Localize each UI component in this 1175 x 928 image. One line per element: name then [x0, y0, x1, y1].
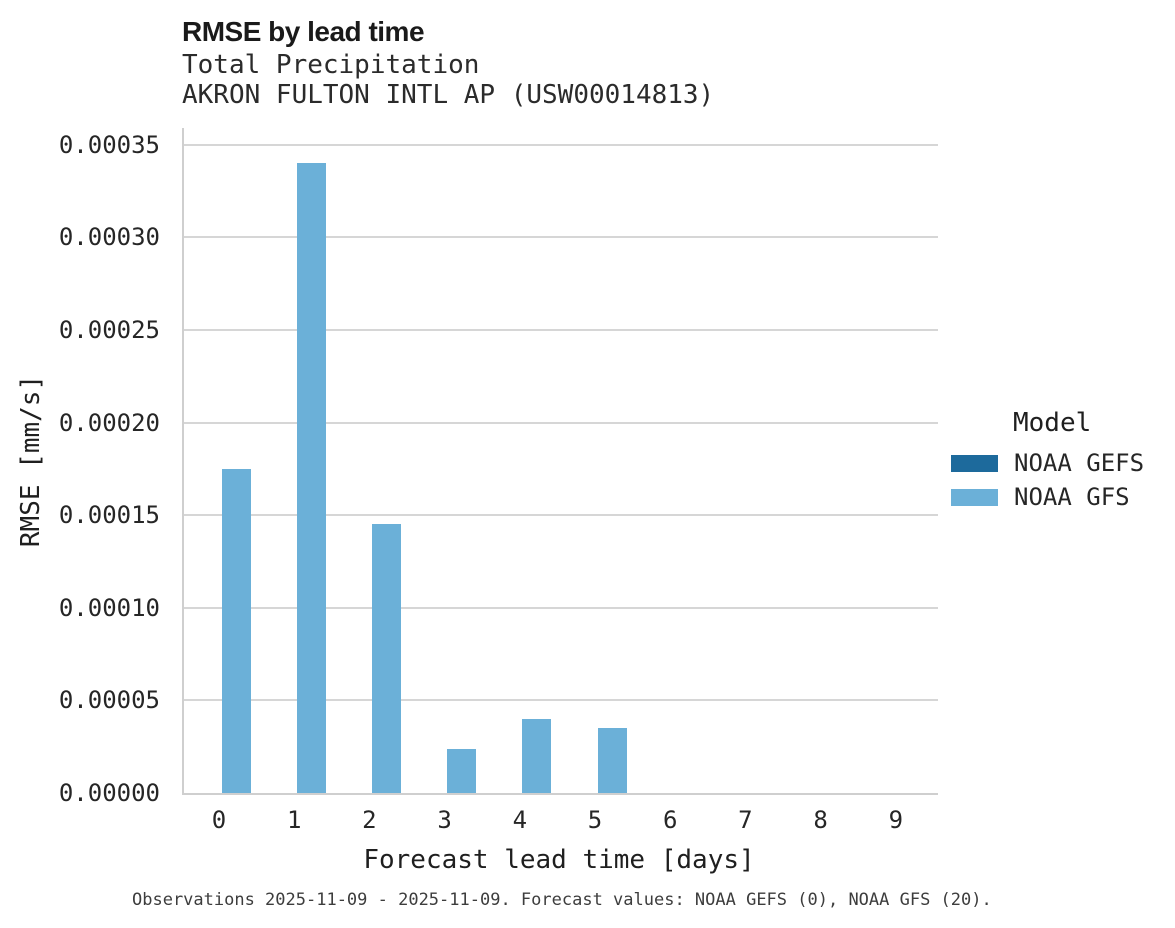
legend-entry-noaa-gefs: NOAA GEFS	[951, 450, 1173, 476]
legend: Model NOAA GEFS NOAA GFS	[951, 408, 1173, 510]
x-tick-label: 9	[888, 806, 904, 834]
x-tick-label: 4	[512, 806, 528, 834]
y-tick-label: 0.00000	[58, 779, 160, 807]
legend-swatch-gefs-icon	[951, 454, 998, 472]
x-tick-label: 3	[437, 806, 452, 834]
chart-subtitle-variable: Total Precipitation	[182, 50, 480, 80]
legend-label-gefs: NOAA GEFS	[1014, 449, 1145, 477]
x-tick-label: 2	[362, 806, 377, 834]
plot-area	[182, 128, 938, 795]
bar-noaa-gfs-day-5	[597, 728, 627, 793]
y-tick-label: 0.00005	[58, 686, 160, 715]
chart-subtitle-station: AKRON FULTON INTL AP (USW00014813)	[182, 80, 715, 110]
gridline	[184, 143, 938, 146]
y-tick-label: 0.00025	[58, 315, 160, 344]
bar-noaa-gfs-day-4	[522, 718, 552, 793]
gridline	[184, 236, 938, 239]
bar-noaa-gfs-day-0	[221, 468, 251, 793]
x-axis-title: Forecast lead time [days]	[363, 845, 755, 875]
gridline	[184, 328, 938, 331]
y-tick-label: 0.00020	[58, 408, 160, 437]
chart-title: RMSE by lead time	[182, 16, 425, 47]
caption: Observations 2025-11-09 - 2025-11-09. Fo…	[132, 890, 992, 910]
x-tick-label: 1	[286, 806, 302, 834]
legend-entry-noaa-gfs: NOAA GFS	[951, 484, 1173, 510]
gridline	[184, 699, 938, 702]
bar-noaa-gfs-day-2	[371, 524, 401, 793]
x-tick-label: 7	[738, 806, 753, 834]
x-tick-label: 8	[813, 806, 828, 834]
y-tick-label: 0.00015	[58, 501, 160, 530]
x-tick-label: 5	[587, 806, 603, 834]
legend-label-gfs: NOAA GFS	[1014, 483, 1130, 511]
gridline	[184, 606, 938, 609]
y-tick-label: 0.00035	[58, 130, 160, 159]
legend-title: Model	[1013, 408, 1092, 438]
legend-swatch-gfs-icon	[951, 488, 998, 506]
y-tick-label: 0.00030	[58, 223, 160, 252]
bar-noaa-gfs-day-1	[296, 163, 326, 793]
x-tick-label: 6	[662, 806, 678, 834]
gridline	[184, 421, 938, 424]
y-tick-label: 0.00010	[58, 593, 160, 622]
bar-noaa-gfs-day-3	[447, 748, 477, 793]
gridline	[184, 514, 938, 517]
x-tick-label: 0	[211, 806, 227, 834]
